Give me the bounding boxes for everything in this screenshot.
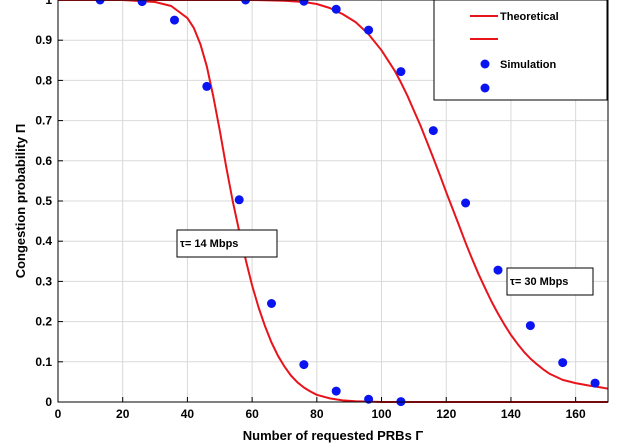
- simulation-point-1: [137, 0, 147, 7]
- simulation-points: [95, 0, 600, 407]
- y-tick-label: 0.7: [35, 114, 52, 128]
- y-tick-label: 0: [45, 395, 52, 409]
- x-tick-label: 100: [372, 407, 392, 421]
- legend-simulation-label: Simulation: [500, 59, 557, 71]
- annotation-14mbps-label: τ= 14 Mbps: [180, 238, 238, 250]
- simulation-point-2: [331, 4, 341, 14]
- simulation-point-1: [234, 195, 244, 205]
- simulation-point-1: [202, 81, 212, 91]
- y-tick-label: 0.5: [35, 194, 52, 208]
- simulation-point-1: [364, 394, 374, 404]
- annotation-30mbps-label: τ= 30 Mbps: [510, 276, 568, 288]
- x-tick-label: 140: [501, 407, 521, 421]
- simulation-point-2: [396, 67, 406, 77]
- simulation-point-2: [364, 25, 374, 35]
- simulation-point-1: [299, 360, 309, 370]
- y-tick-label: 0.8: [35, 73, 52, 87]
- x-tick-label: 160: [566, 407, 586, 421]
- annotation-14mbps: τ= 14 Mbps: [176, 229, 278, 258]
- simulation-point-1: [170, 15, 179, 25]
- x-tick-label: 0: [55, 407, 62, 421]
- y-tick-label: 0.4: [35, 234, 52, 248]
- simulation-point-2: [525, 321, 535, 331]
- simulation-point-2: [299, 0, 309, 6]
- x-tick-label: 120: [436, 407, 456, 421]
- x-axis-title: Number of requested PRBs Γ: [243, 428, 424, 443]
- annotation-14mbps-box: [176, 229, 278, 258]
- y-tick-label: 0.2: [35, 315, 52, 329]
- annotation-30mbps-box: [506, 267, 594, 296]
- simulation-point-2: [493, 265, 503, 275]
- x-tick-label: 60: [245, 407, 259, 421]
- simulation-point-2: [428, 126, 438, 136]
- simulation-point-1: [331, 386, 341, 396]
- y-axis-title: Congestion probability Π: [13, 124, 28, 279]
- y-tick-label: 1: [45, 0, 52, 7]
- x-tick-label: 40: [181, 407, 195, 421]
- legend-simulation-dot-2: [480, 83, 490, 93]
- simulation-point-2: [461, 198, 471, 208]
- legend-theoretical-label: Theoretical: [500, 11, 559, 23]
- theoretical-curve-1: [58, 0, 608, 403]
- simulation-point-2: [558, 358, 568, 368]
- simulation-point-2: [590, 378, 600, 388]
- axis-ticks: 0 20 40 60 80 100 120 140 160 0 0.1 0.2 0.3 0.4 0.5 0.6…: [35, 0, 586, 421]
- y-tick-label: 0.6: [35, 154, 52, 168]
- legend: Theoretical Simulation: [433, 0, 608, 101]
- simulation-point-1: [267, 299, 276, 308]
- legend-simulation-dot-1: [480, 59, 490, 69]
- y-tick-label: 0.3: [35, 274, 52, 288]
- y-tick-label: 0.9: [35, 33, 52, 47]
- x-tick-label: 20: [116, 407, 130, 421]
- x-tick-label: 80: [310, 407, 324, 421]
- annotation-30mbps: τ= 30 Mbps: [506, 267, 594, 296]
- legend-box: [433, 0, 608, 101]
- simulation-point-2: [241, 0, 251, 5]
- simulation-point-1: [95, 0, 105, 5]
- y-tick-label: 0.1: [35, 355, 52, 369]
